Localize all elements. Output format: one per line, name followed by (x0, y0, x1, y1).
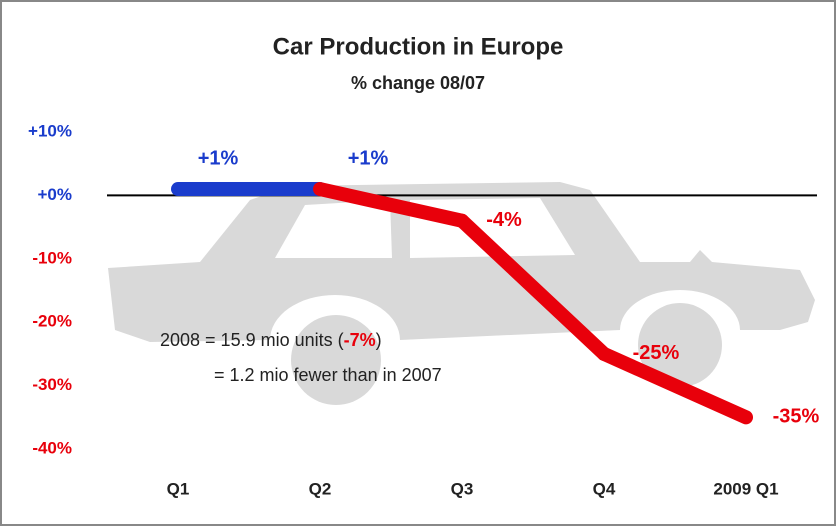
y-tick-label: -20% (32, 312, 72, 331)
annotation-highlight: -7% (344, 330, 376, 350)
y-tick-label: -40% (32, 438, 72, 457)
annotation: 2008 = 15.9 mio units (-7%) (160, 330, 382, 350)
data-label: -35% (773, 406, 820, 428)
y-tick-label: +0% (38, 185, 73, 204)
chart: Car Production in Europe % change 08/07 … (0, 0, 836, 526)
x-tick-label: Q1 (167, 479, 190, 498)
y-tick-label: -10% (32, 248, 72, 267)
chart-subtitle: % change 08/07 (351, 73, 485, 93)
x-tick-label: 2009 Q1 (713, 479, 778, 498)
x-tick-label: Q2 (309, 479, 332, 498)
x-tick-label: Q3 (451, 479, 474, 498)
annotation-text: 2008 = 15.9 mio units ( (160, 330, 344, 350)
y-tick-label: -30% (32, 375, 72, 394)
data-label: +1% (348, 147, 389, 169)
data-label: -4% (486, 209, 522, 231)
annotation-text: ) (376, 330, 382, 350)
data-label: -25% (633, 342, 680, 364)
x-tick-label: Q4 (593, 479, 616, 498)
data-label: +1% (198, 147, 239, 169)
y-tick-label: +10% (28, 121, 72, 140)
annotation: = 1.2 mio fewer than in 2007 (214, 365, 442, 385)
chart-title: Car Production in Europe (273, 33, 564, 60)
